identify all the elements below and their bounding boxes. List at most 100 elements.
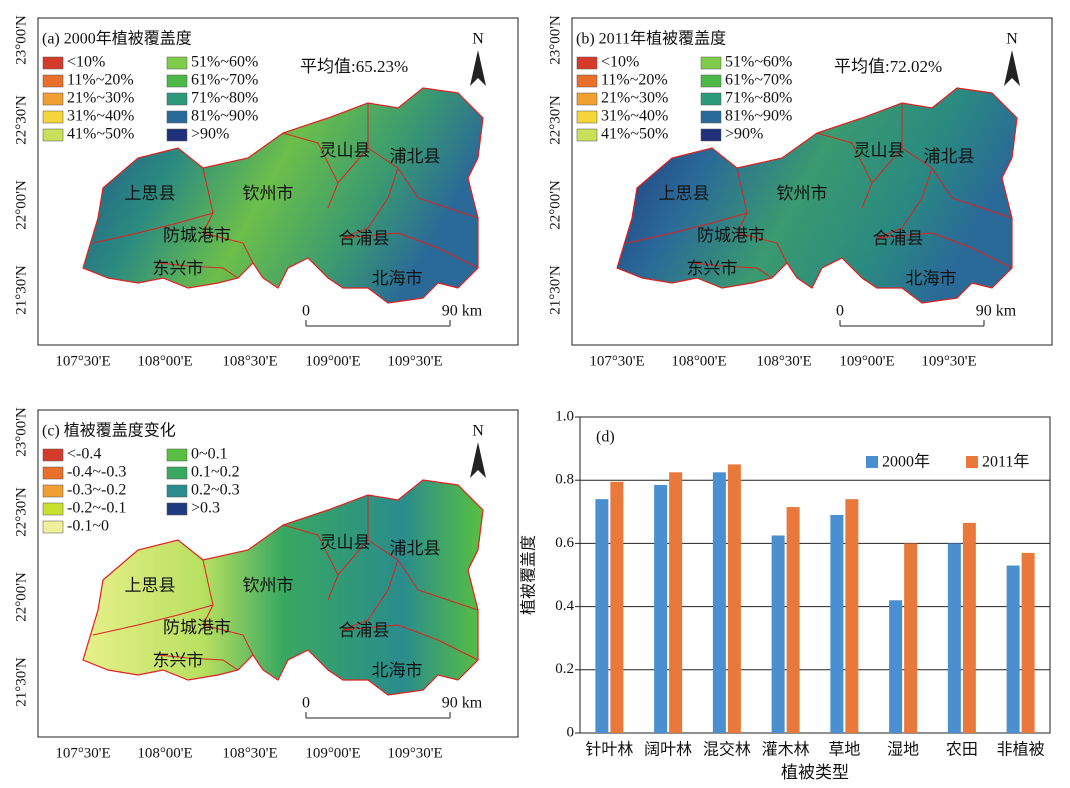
legend-label: 2011年 [982, 453, 1029, 471]
x-tick-label: 灌木林 [762, 741, 810, 759]
lat-label: 21°30'N [547, 265, 563, 315]
bar [713, 472, 726, 733]
legend-label: 81%~90% [725, 108, 792, 125]
y-tick-label: 0 [567, 724, 575, 740]
lon-label: 109°30'E [387, 745, 442, 761]
lon-label: 107°30'E [55, 745, 110, 761]
x-tick-label: 非植被 [997, 741, 1045, 759]
place-label: 合浦县 [339, 621, 390, 640]
lon-label: 109°30'E [921, 353, 976, 369]
legend-swatch [966, 456, 978, 468]
lat-label: 21°30'N [13, 657, 29, 707]
north-label: N [472, 423, 484, 440]
place-label: 合浦县 [873, 229, 924, 248]
bar [904, 543, 917, 733]
place-label: 钦州市 [243, 184, 294, 203]
y-tick-label: 0.6 [555, 535, 574, 551]
map-title: (a) 2000年植被覆盖度 [42, 30, 192, 48]
lat-label: 23°00'N [13, 15, 29, 65]
legend-label: <10% [67, 54, 105, 71]
legend-swatch [577, 75, 597, 87]
y-tick-label: 0.2 [555, 661, 574, 677]
legend-swatch [577, 111, 597, 123]
legend-label: -0.2~-0.1 [67, 500, 126, 517]
legend-label: 0~0.1 [191, 446, 228, 463]
lon-label: 108°30'E [756, 353, 811, 369]
lon-label: 108°00'E [137, 745, 192, 761]
legend-label: 41%~50% [601, 126, 668, 143]
map-panel: 上思县钦州市灵山县浦北县防城港市东兴市合浦县北海市(a) 2000年植被覆盖度<… [13, 15, 518, 369]
place-label: 上思县 [125, 576, 176, 595]
y-tick-label: 0.4 [555, 598, 574, 614]
legend-label: <10% [601, 54, 639, 71]
legend-swatch [167, 93, 187, 105]
place-label: 合浦县 [339, 229, 390, 248]
lon-label: 108°00'E [137, 353, 192, 369]
legend-label: 61%~70% [191, 72, 258, 89]
scale-label: 0 [302, 695, 310, 712]
legend-label: 11%~20% [601, 72, 668, 89]
legend-swatch [577, 129, 597, 141]
x-tick-label: 湿地 [887, 741, 919, 759]
lon-label: 107°30'E [589, 353, 644, 369]
legend-swatch [577, 93, 597, 105]
lon-label: 109°00'E [305, 745, 360, 761]
lon-label: 109°00'E [305, 353, 360, 369]
legend-label: 51%~60% [725, 54, 792, 71]
place-label: 东兴市 [153, 651, 204, 670]
legend-label: 51%~60% [191, 54, 258, 71]
map-panel: 上思县钦州市灵山县浦北县防城港市东兴市合浦县北海市(b) 2011年植被覆盖度<… [547, 15, 1052, 369]
lat-label: 21°30'N [13, 265, 29, 315]
lat-label: 22°00'N [547, 180, 563, 230]
map-title: (c) 植被覆盖度变化 [42, 422, 176, 440]
place-label: 浦北县 [924, 147, 975, 166]
bar [787, 507, 800, 733]
legend-label: 21%~30% [601, 90, 668, 107]
lon-label: 109°30'E [387, 353, 442, 369]
legend-label: -0.4~-0.3 [67, 464, 126, 481]
bar [889, 600, 902, 733]
place-label: 北海市 [906, 269, 957, 288]
bar [669, 472, 682, 733]
legend-swatch [577, 57, 597, 69]
place-label: 上思县 [125, 184, 176, 203]
bar [963, 523, 976, 733]
legend-swatch [167, 485, 187, 497]
legend-label: >90% [725, 126, 763, 143]
lat-label: 23°00'N [13, 407, 29, 457]
y-tick-label: 1.0 [555, 408, 574, 424]
x-tick-label: 农田 [946, 741, 978, 759]
bar [595, 499, 608, 733]
bar [1022, 553, 1035, 733]
legend-swatch [701, 111, 721, 123]
x-tick-label: 草地 [828, 741, 860, 759]
legend-swatch [167, 75, 187, 87]
bar [654, 485, 667, 733]
scale-label: 90 km [442, 303, 483, 320]
legend-swatch [167, 129, 187, 141]
figure: 上思县钦州市灵山县浦北县防城港市东兴市合浦县北海市(a) 2000年植被覆盖度<… [0, 0, 1070, 788]
lon-label: 107°30'E [55, 353, 110, 369]
legend-label: 2000年 [882, 453, 930, 471]
legend-label: <-0.4 [67, 446, 101, 463]
lat-label: 23°00'N [547, 15, 563, 65]
legend-swatch [43, 521, 63, 533]
bar [830, 515, 843, 733]
lon-label: 108°30'E [222, 745, 277, 761]
scale-label: 0 [302, 303, 310, 320]
place-label: 东兴市 [687, 259, 738, 278]
place-label: 防城港市 [163, 226, 231, 245]
place-label: 灵山县 [854, 141, 905, 160]
legend-swatch [43, 485, 63, 497]
scale-label: 0 [836, 303, 844, 320]
bar [772, 536, 785, 734]
place-label: 北海市 [372, 661, 423, 680]
legend-swatch [866, 456, 878, 468]
bar [1007, 566, 1020, 733]
legend-label: 41%~50% [67, 126, 134, 143]
legend-swatch [43, 467, 63, 479]
legend-label: >0.3 [191, 500, 220, 517]
legend-swatch [43, 57, 63, 69]
legend-swatch [167, 111, 187, 123]
bar [845, 499, 858, 733]
